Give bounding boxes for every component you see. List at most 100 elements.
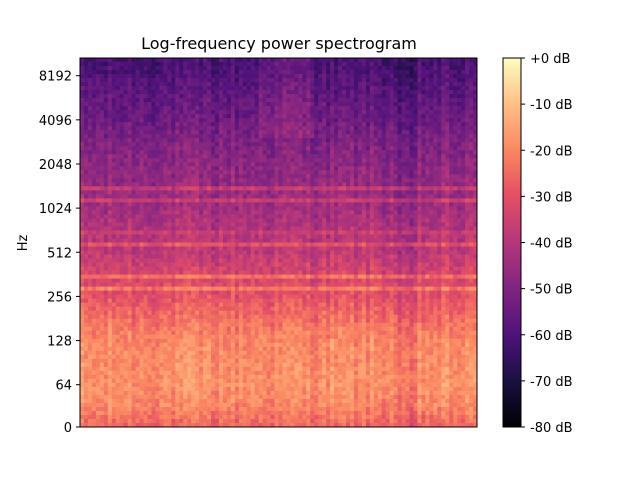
heatmap-cell xyxy=(175,238,180,243)
heatmap-cell xyxy=(457,186,462,191)
heatmap-cell xyxy=(83,98,89,103)
heatmap-cell xyxy=(238,70,244,75)
heatmap-cell xyxy=(310,206,315,211)
heatmap-cell xyxy=(453,94,458,99)
heatmap-cell xyxy=(473,202,478,207)
heatmap-cell xyxy=(330,82,335,87)
heatmap-cell xyxy=(433,70,438,75)
heatmap-cell xyxy=(211,162,216,167)
heatmap-cell xyxy=(242,122,248,127)
heatmap-cell xyxy=(167,154,172,159)
heatmap-cell xyxy=(457,234,462,239)
heatmap-cell xyxy=(445,206,450,211)
heatmap-cell xyxy=(111,62,117,67)
heatmap-cell xyxy=(334,174,339,179)
heatmap-cell xyxy=(91,174,97,179)
heatmap-cell xyxy=(111,122,117,127)
heatmap-cell xyxy=(429,250,434,255)
heatmap-cell xyxy=(187,194,192,199)
heatmap-cell xyxy=(353,126,359,131)
heatmap-cell xyxy=(183,94,188,99)
heatmap-cell xyxy=(270,126,275,131)
heatmap-cell xyxy=(131,162,136,167)
heatmap-cell xyxy=(254,70,260,75)
heatmap-cell xyxy=(246,202,252,207)
heatmap-cell xyxy=(159,214,164,219)
heatmap-cell xyxy=(361,198,367,203)
heatmap-cell xyxy=(163,182,168,187)
heatmap-cell xyxy=(218,62,224,67)
heatmap-cell xyxy=(373,62,379,67)
heatmap-cell xyxy=(195,170,200,175)
heatmap-cell xyxy=(441,70,446,75)
heatmap-cell xyxy=(469,178,474,183)
heatmap-cell xyxy=(135,246,140,251)
heatmap-cell xyxy=(107,94,113,99)
heatmap-cell xyxy=(258,102,264,107)
heatmap-cell xyxy=(397,194,402,199)
heatmap-cell xyxy=(159,130,164,135)
heatmap-cell xyxy=(91,122,97,127)
heatmap-cell xyxy=(211,194,216,199)
heatmap-cell xyxy=(361,186,367,191)
heatmap-cell xyxy=(397,70,402,75)
heatmap-cell xyxy=(199,94,204,99)
heatmap-cell xyxy=(175,242,180,247)
heatmap-cell xyxy=(171,174,176,179)
heatmap-cell xyxy=(381,154,387,159)
heatmap-cell xyxy=(107,198,113,203)
heatmap-cell xyxy=(103,134,109,139)
heatmap-cell xyxy=(218,194,224,199)
heatmap-cell xyxy=(349,166,355,171)
heatmap-cell xyxy=(218,206,224,211)
heatmap-cell xyxy=(342,66,347,71)
heatmap-cell xyxy=(298,78,303,83)
heatmap-cell xyxy=(353,66,359,71)
heatmap-cell xyxy=(266,210,271,215)
heatmap-cell xyxy=(421,222,426,227)
heatmap-cell xyxy=(298,222,303,227)
heatmap-cell xyxy=(389,246,395,251)
heatmap-cell xyxy=(107,174,113,179)
heatmap-cell xyxy=(401,94,406,99)
heatmap-cell xyxy=(302,154,307,159)
heatmap-cell xyxy=(187,162,192,167)
heatmap-cell xyxy=(278,186,283,191)
heatmap-cell xyxy=(183,250,188,255)
heatmap-cell xyxy=(123,114,129,119)
heatmap-cell xyxy=(314,250,319,255)
heatmap-cell xyxy=(441,210,446,215)
heatmap-cell xyxy=(381,142,387,147)
heatmap-cell xyxy=(207,98,212,103)
heatmap-cell xyxy=(143,214,148,219)
heatmap-cell xyxy=(103,230,109,235)
heatmap-cell xyxy=(389,162,395,167)
heatmap-cell xyxy=(103,66,109,71)
heatmap-cell xyxy=(377,162,383,167)
heatmap-cell xyxy=(453,230,458,235)
heatmap-cell xyxy=(123,70,129,75)
heatmap-cell xyxy=(167,138,172,143)
heatmap-cell xyxy=(254,82,260,87)
heatmap-cell xyxy=(449,74,454,79)
heatmap-cell xyxy=(199,66,204,71)
heatmap-cell xyxy=(99,186,105,191)
heatmap-cell xyxy=(187,98,192,103)
heatmap-cell xyxy=(123,226,129,231)
heatmap-cell xyxy=(171,142,176,147)
heatmap-cell xyxy=(461,138,466,143)
heatmap-cell xyxy=(290,154,295,159)
heatmap-cell xyxy=(262,110,267,115)
heatmap-cell xyxy=(258,166,264,171)
heatmap-cell xyxy=(131,170,136,175)
heatmap-cell xyxy=(465,66,470,71)
heatmap-cell xyxy=(139,86,144,91)
heatmap-cell xyxy=(246,146,252,151)
heatmap-cell xyxy=(437,218,442,223)
heatmap-cell xyxy=(111,154,117,159)
heatmap-cell xyxy=(445,110,450,115)
heatmap-cell xyxy=(349,94,355,99)
heatmap-cell xyxy=(302,182,307,187)
heatmap-cell xyxy=(445,114,450,119)
heatmap-cell xyxy=(207,194,212,199)
